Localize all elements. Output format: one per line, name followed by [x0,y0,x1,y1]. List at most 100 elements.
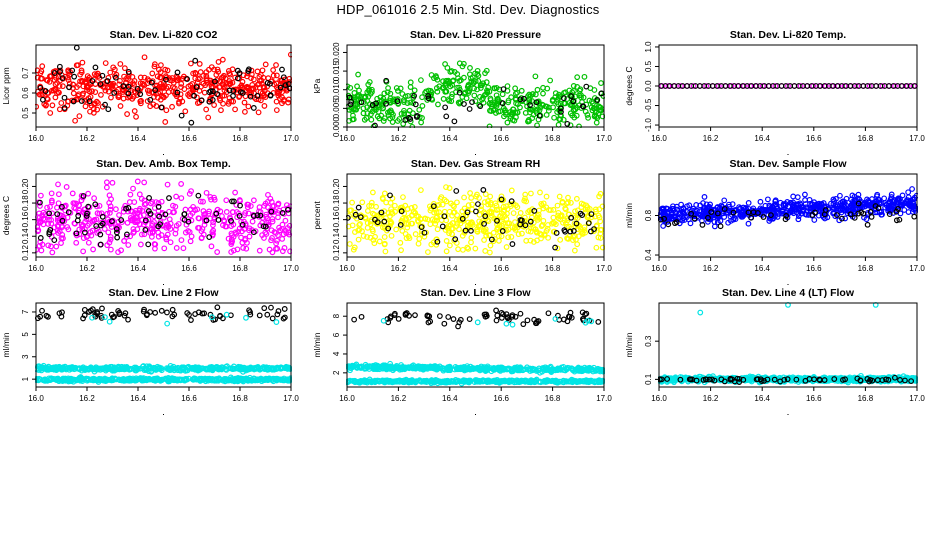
data-point [273,98,280,105]
data-point [567,122,574,128]
data-point [482,191,489,198]
data-point [416,235,423,242]
data-point [112,206,119,213]
data-point [71,73,78,80]
series-band_low [346,376,605,387]
data-point [539,101,546,108]
data-point [154,73,161,80]
data-point [57,68,63,75]
data-point [415,240,422,247]
data-point [707,201,713,208]
y-axis-label: ml/min [624,203,634,228]
data-point [263,231,270,237]
data-point [681,217,688,223]
data-point [162,66,169,73]
data-point [537,369,543,376]
data-point [206,89,213,96]
data-point [164,320,171,327]
data-point [577,210,584,217]
data-point [441,208,448,215]
data-point [484,198,491,205]
data-point [92,64,99,71]
data-point [214,304,221,311]
data-point [510,210,517,217]
data-point [261,366,268,373]
data-point [250,213,257,219]
data-point [376,102,382,108]
data-point [280,231,287,238]
data-point [578,204,585,210]
data-point [369,378,376,385]
data-point [125,90,132,97]
data-point [879,83,886,89]
data-point [488,236,495,243]
data-point [805,212,812,218]
data-point [486,249,493,256]
data-point [531,208,538,214]
data-point [130,93,137,100]
data-point [455,75,461,82]
data-point [394,378,400,385]
data-point [287,366,292,372]
data-point [107,234,114,240]
x-tick-label: 16.4 [130,134,146,143]
data-point [48,220,55,227]
x-tick-label: 16.2 [391,264,407,273]
data-point [887,196,894,203]
y-tick-label: 0.8 [644,209,653,221]
data-point [714,210,721,217]
series-highlight [346,186,597,251]
x-tick-label: 16.6 [181,264,197,273]
data-point [177,367,183,374]
y-tick-label: 0.16 [332,211,341,227]
data-point [145,216,152,223]
x-tick-label: 16.8 [858,264,874,273]
data-point [401,99,407,105]
data-point [280,98,287,104]
data-point [729,201,736,208]
data-point [517,217,524,223]
data-point [94,106,101,113]
data-point [178,80,185,87]
data-point [346,223,352,230]
data-point [279,221,286,228]
data-point [125,68,132,75]
data-point [494,217,500,224]
data-point [245,201,252,208]
data-point [525,209,531,216]
data-point [540,366,547,373]
y-tick-label: 0.000 [332,116,341,137]
data-point [721,214,728,220]
data-point [192,75,199,82]
data-point [129,73,136,80]
data-point [387,377,393,384]
data-point [368,199,375,206]
data-point [372,233,378,240]
data-point [269,366,276,373]
data-point [242,222,249,229]
data-point [229,198,235,205]
data-point [78,67,85,74]
data-point [131,81,137,88]
data-point [268,304,274,311]
data-point [187,60,194,67]
data-point [102,101,108,108]
data-point [173,193,180,200]
data-point [842,215,849,222]
data-point [265,191,271,198]
data-point [262,223,269,230]
data-point [355,236,362,243]
data-point [250,229,257,236]
data-point [533,377,539,384]
data-points [346,60,605,128]
data-point [509,241,516,247]
data-point [452,236,459,243]
data-point [562,205,569,212]
data-point [244,73,250,80]
data-point [736,206,743,213]
data-point [464,364,471,371]
data-point [75,209,82,216]
data-point [141,54,148,61]
data-point [73,44,80,51]
data-point [831,204,837,211]
